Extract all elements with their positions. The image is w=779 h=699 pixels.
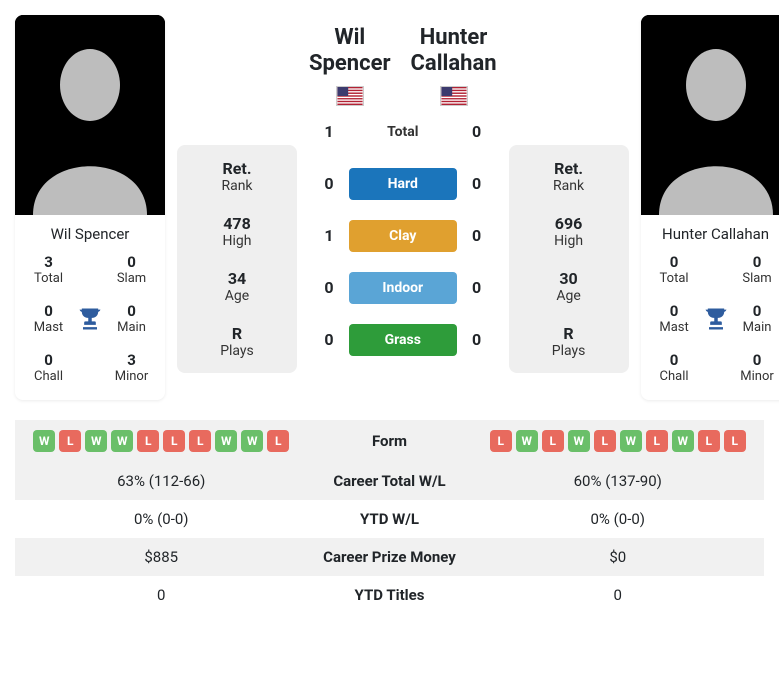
compare-left-value: 0% (0-0) [23, 510, 300, 528]
form-badge: L [698, 430, 720, 452]
titles-total-left: 3 Total [21, 253, 76, 286]
player-name-left-caption: Wil Spencer [15, 215, 165, 253]
form-badge: L [267, 430, 289, 452]
player-photo-left [15, 15, 165, 215]
titles-main-left: 0 Main [104, 302, 159, 335]
player-name-right-caption: Hunter Callahan [641, 215, 779, 253]
h2h-center: Wil Spencer Hunter Callahan 1Total00Hard… [309, 15, 497, 356]
titles-grid-right: 0 Total 0 Slam 0 Mast 0 Main 0 Chall [641, 253, 779, 400]
titles-slam-right: 0 Slam [730, 253, 779, 286]
player-card-right: Hunter Callahan 0 Total 0 Slam 0 Mast 0 … [641, 15, 779, 400]
form-badge: W [620, 430, 642, 452]
titles-minor-left: 3 Minor [104, 351, 159, 384]
form-badge: W [85, 430, 107, 452]
rank-left: Ret. Rank [181, 159, 293, 194]
compare-row: 0YTD Titles0 [15, 576, 764, 614]
compare-left-value: 63% (112-66) [23, 472, 300, 490]
h2h-right-value: 0 [457, 122, 497, 141]
form-badge: W [215, 430, 237, 452]
form-badge: L [594, 430, 616, 452]
h2h-right-value: 0 [457, 278, 497, 297]
compare-row: $885Career Prize Money$0 [15, 538, 764, 576]
form-strip-left: WLWWLLLWWL [23, 430, 300, 452]
h2h-left-value: 1 [309, 122, 349, 141]
form-badge: W [241, 430, 263, 452]
rank-right: Ret. Rank [513, 159, 625, 194]
form-badge: W [516, 430, 538, 452]
h2h-left-value: 0 [309, 174, 349, 193]
form-strip-right: LWLWLWLWLL [480, 430, 757, 452]
titles-grid-left: 3 Total 0 Slam 0 Mast 0 Main 0 Chall [15, 253, 165, 400]
compare-right-value: 60% (137-90) [480, 472, 757, 490]
h2h-left-value: 1 [309, 226, 349, 245]
info-card-right: Ret. Rank 696 High 30 Age R Plays [509, 145, 629, 373]
titles-mast-right: 0 Mast [647, 302, 702, 335]
h2h-left-value: 0 [309, 278, 349, 297]
h2h-row: 1Clay0 [309, 220, 497, 252]
titles-minor-right: 0 Minor [730, 351, 779, 384]
flag-icon-left [336, 86, 364, 106]
compare-label: YTD W/L [300, 510, 480, 528]
compare-label-form: Form [300, 432, 480, 450]
flag-icon-right [440, 86, 468, 106]
form-badge: L [542, 430, 564, 452]
form-badge: L [59, 430, 81, 452]
form-badge: L [163, 430, 185, 452]
age-right: 30 Age [513, 269, 625, 304]
comparison-table: WLWWLLLWWL Form LWLWLWLWLL 63% (112-66)C… [15, 420, 764, 614]
titles-slam-left: 0 Slam [104, 253, 159, 286]
age-left: 34 Age [181, 269, 293, 304]
high-right: 696 High [513, 214, 625, 249]
compare-left-value: 0 [23, 586, 300, 604]
player-name-left: Wil Spencer [309, 25, 391, 106]
h2h-label: Grass [349, 324, 457, 356]
compare-label: YTD Titles [300, 586, 480, 604]
form-badge: W [568, 430, 590, 452]
titles-main-right: 0 Main [730, 302, 779, 335]
form-badge: W [33, 430, 55, 452]
compare-label: Career Total W/L [300, 472, 480, 490]
h2h-label: Clay [349, 220, 457, 252]
h2h-label: Hard [349, 168, 457, 200]
compare-left-value: $885 [23, 548, 300, 566]
h2h-label: Indoor [349, 272, 457, 304]
form-badge: L [189, 430, 211, 452]
h2h-row: 0Hard0 [309, 168, 497, 200]
high-left: 478 High [181, 214, 293, 249]
trophy-icon-right [702, 302, 730, 335]
form-badge: L [724, 430, 746, 452]
form-badge: L [137, 430, 159, 452]
form-badge: L [646, 430, 668, 452]
h2h-row: 0Grass0 [309, 324, 497, 356]
info-card-left: Ret. Rank 478 High 34 Age R Plays [177, 145, 297, 373]
form-badge: W [672, 430, 694, 452]
h2h-row: 0Indoor0 [309, 272, 497, 304]
h2h-right-value: 0 [457, 174, 497, 193]
h2h-label: Total [349, 116, 457, 148]
compare-right-value: 0% (0-0) [480, 510, 757, 528]
titles-chall-left: 0 Chall [21, 351, 76, 384]
compare-row: 0% (0-0)YTD W/L0% (0-0) [15, 500, 764, 538]
h2h-right-value: 0 [457, 330, 497, 349]
compare-row: 63% (112-66)Career Total W/L60% (137-90) [15, 462, 764, 500]
plays-right: R Plays [513, 324, 625, 359]
compare-label: Career Prize Money [300, 548, 480, 566]
titles-chall-right: 0 Chall [647, 351, 702, 384]
titles-total-right: 0 Total [647, 253, 702, 286]
h2h-left-value: 0 [309, 330, 349, 349]
player-card-left: Wil Spencer 3 Total 0 Slam 0 Mast 0 Main [15, 15, 165, 400]
form-badge: W [111, 430, 133, 452]
titles-mast-left: 0 Mast [21, 302, 76, 335]
compare-right-value: $0 [480, 548, 757, 566]
compare-row-form: WLWWLLLWWL Form LWLWLWLWLL [15, 420, 764, 462]
player-photo-right [641, 15, 779, 215]
trophy-icon-left [76, 302, 104, 335]
plays-left: R Plays [181, 324, 293, 359]
form-badge: L [490, 430, 512, 452]
h2h-right-value: 0 [457, 226, 497, 245]
player-name-right: Hunter Callahan [411, 25, 497, 106]
h2h-row: 1Total0 [309, 116, 497, 148]
compare-right-value: 0 [480, 586, 757, 604]
